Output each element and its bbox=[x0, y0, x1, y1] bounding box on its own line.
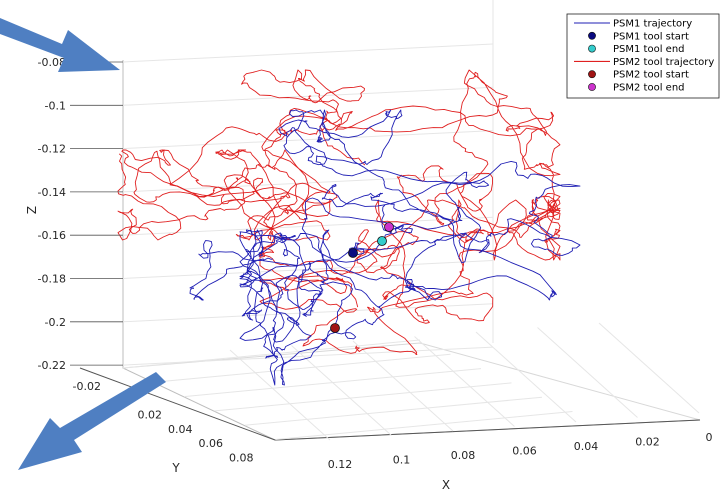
tool-marker bbox=[384, 222, 394, 232]
z-axis-label: Z bbox=[25, 206, 39, 214]
grid-lines bbox=[122, 43, 700, 441]
x-tick-label: 0.12 bbox=[328, 458, 353, 471]
z-tick-labels: -0.08 -0.1 -0.12 -0.14 -0.16 -0.18 -0.2 -0.22 bbox=[38, 56, 123, 372]
x-axis-label: X bbox=[442, 478, 450, 492]
x-tick-label: 0.1 bbox=[393, 454, 411, 467]
psm1-trajectory-line bbox=[239, 229, 414, 386]
y-grid-line bbox=[275, 411, 573, 440]
y-tick-label: 0.06 bbox=[199, 437, 224, 450]
y-axis-label: Y bbox=[171, 461, 180, 475]
annotation-arrows bbox=[0, 18, 166, 470]
tool-marker bbox=[348, 248, 358, 258]
z-grid-line bbox=[122, 303, 494, 323]
z-grid-line bbox=[122, 43, 494, 63]
z-grid-line bbox=[122, 86, 494, 106]
y-grid-line bbox=[214, 382, 512, 412]
tool-marker bbox=[377, 236, 387, 246]
axes-frame bbox=[79, 0, 701, 441]
psm1-trajectory-line bbox=[189, 109, 581, 301]
tool-marker bbox=[330, 323, 340, 333]
x-tick-label: 0.04 bbox=[574, 440, 599, 453]
legend-label: PSM2 tool start bbox=[613, 70, 689, 81]
legend-label: PSM2 tool trajectory bbox=[613, 57, 714, 68]
legend-label: PSM1 tool end bbox=[613, 44, 685, 55]
z-tick-label: -0.18 bbox=[38, 273, 66, 286]
z-grid-line bbox=[122, 216, 494, 236]
z-tick-label: -0.08 bbox=[38, 56, 66, 69]
psm2-trajectory-line bbox=[169, 69, 561, 261]
legend-marker-swatch bbox=[588, 70, 596, 79]
legend-label: PSM1 trajectory bbox=[613, 19, 692, 30]
y-grid-line bbox=[122, 339, 421, 369]
z-grid-line bbox=[122, 130, 494, 150]
x-axis-line bbox=[274, 419, 701, 441]
x-grid-line bbox=[229, 349, 331, 441]
y-grid-line bbox=[153, 353, 451, 383]
z-tick-label: -0.22 bbox=[38, 359, 66, 372]
z-tick-label: -0.14 bbox=[38, 186, 66, 199]
y-tick-label: 0.04 bbox=[168, 423, 193, 436]
top-left-arrow-icon bbox=[0, 18, 120, 72]
legend-marker-swatch bbox=[588, 83, 596, 91]
x-grid-line bbox=[414, 336, 515, 427]
legend-label: PSM1 tool start bbox=[613, 31, 689, 42]
psm2-trajectory-line bbox=[117, 149, 331, 241]
psm2-trajectory-series bbox=[117, 69, 561, 355]
x-grid-line bbox=[537, 327, 638, 418]
x-tick-label: 0.06 bbox=[512, 445, 537, 458]
legend-marker-swatch bbox=[588, 31, 596, 40]
y-grid-line bbox=[244, 396, 543, 426]
legend-marker-swatch bbox=[588, 44, 596, 53]
floor-back-edge bbox=[122, 342, 701, 421]
x-tick-label: 0.02 bbox=[635, 436, 660, 449]
z-tick-label: -0.16 bbox=[38, 229, 66, 242]
psm2-trajectory-line bbox=[259, 199, 561, 355]
z-tick-label: -0.1 bbox=[45, 99, 66, 112]
x-tick-labels: 0.12 0.1 0.08 0.06 0.04 0.02 0 bbox=[328, 431, 713, 471]
y-axis-line bbox=[79, 367, 276, 441]
legend-label: PSM2 tool end bbox=[613, 83, 685, 94]
bottom-left-arrow-icon bbox=[18, 372, 166, 470]
z-tick-label: -0.12 bbox=[38, 143, 66, 156]
z-tick-label: -0.2 bbox=[45, 316, 66, 329]
x-grid-line bbox=[598, 322, 700, 414]
tool-markers bbox=[330, 222, 394, 333]
y-tick-label: 0.02 bbox=[138, 409, 163, 422]
psm1-trajectory-series bbox=[189, 109, 581, 386]
x-tick-label: 0 bbox=[706, 431, 713, 444]
y-tick-label: -0.02 bbox=[73, 380, 101, 393]
x-grid-line bbox=[475, 331, 577, 423]
x-grid-line bbox=[352, 340, 454, 432]
x-tick-label: 0.08 bbox=[451, 449, 476, 462]
y-tick-label: 0.08 bbox=[229, 452, 254, 465]
x-grid-line bbox=[291, 345, 392, 436]
